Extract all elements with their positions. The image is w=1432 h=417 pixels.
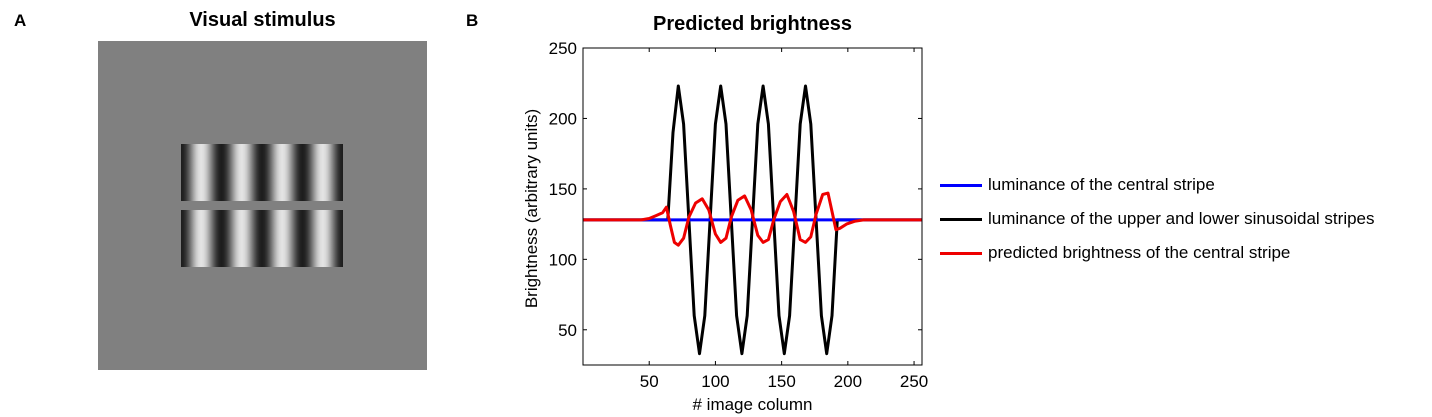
x-tick-label: 150 bbox=[767, 372, 795, 391]
legend-swatch-red bbox=[940, 252, 982, 255]
plot-area-frame bbox=[582, 47, 923, 366]
visual-stimulus-image bbox=[98, 41, 427, 370]
y-tick-label: 150 bbox=[549, 180, 577, 199]
y-axis-label: Brightness (arbitrary units) bbox=[522, 109, 541, 308]
panel-a-title: Visual stimulus bbox=[189, 9, 336, 31]
y-tick-label: 100 bbox=[549, 250, 577, 269]
chart-title: Predicted brightness bbox=[653, 13, 852, 35]
legend-swatch-black bbox=[940, 218, 982, 221]
y-tick-label: 200 bbox=[549, 109, 577, 128]
x-tick-label: 50 bbox=[640, 372, 659, 391]
x-tick-label: 250 bbox=[900, 372, 928, 391]
y-tick-label: 250 bbox=[549, 39, 577, 58]
x-tick-label: 200 bbox=[834, 372, 862, 391]
panel-a-letter: A bbox=[14, 11, 27, 30]
legend-label: predicted brightness of the central stri… bbox=[988, 243, 1291, 262]
series-predicted-brightness-line bbox=[583, 191, 922, 247]
legend-swatch-blue bbox=[940, 184, 982, 187]
y-tick-label: 50 bbox=[558, 321, 577, 340]
upper-sinusoidal-stripe bbox=[181, 144, 343, 201]
legend-label: luminance of the upper and lower sinusoi… bbox=[988, 209, 1375, 228]
legend-label: luminance of the central stripe bbox=[988, 175, 1215, 194]
x-tick-label: 100 bbox=[701, 372, 729, 391]
x-axis-label: # image column bbox=[692, 395, 812, 414]
lower-sinusoidal-stripe bbox=[181, 210, 343, 267]
panel-b-letter: B bbox=[466, 11, 479, 30]
